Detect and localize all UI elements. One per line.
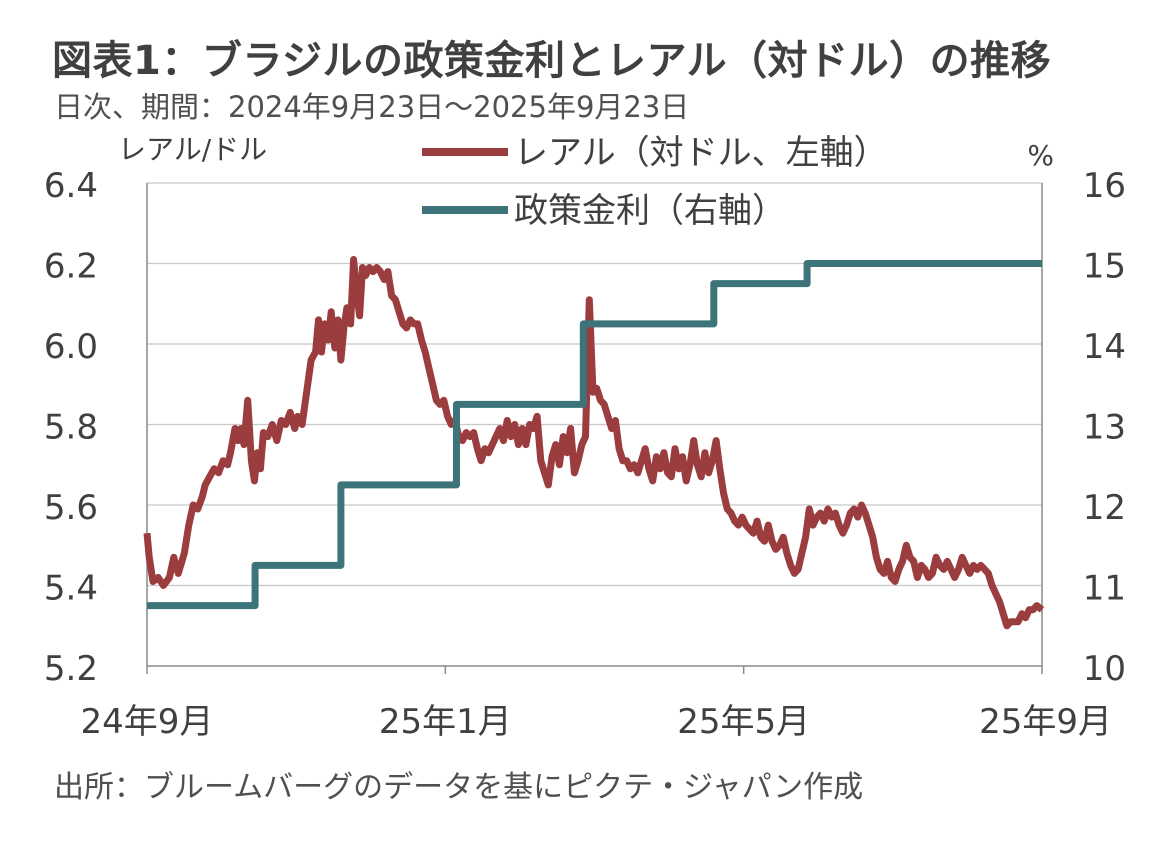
right-tick-label: 14 bbox=[1083, 327, 1126, 367]
left-tick-label: 5.6 bbox=[44, 488, 98, 528]
x-tick-label: 25年9月 bbox=[979, 702, 1112, 742]
source-note: 出所：ブルームバーグのデータを基にピクテ・ジャパン作成 bbox=[54, 770, 864, 805]
x-tick-label: 24年9月 bbox=[81, 702, 214, 742]
legend: レアル（対ドル、左軸） 政策金利（右軸） bbox=[422, 133, 888, 231]
axes: 5.2 5.4 5.6 5.8 6.0 6.2 6.4 10 11 12 13 14 15 16 24年9月… bbox=[44, 166, 1126, 742]
left-tick-label: 6.4 bbox=[44, 166, 98, 206]
right-tick-label: 12 bbox=[1083, 488, 1126, 528]
right-tick-label: 11 bbox=[1083, 569, 1126, 609]
gridlines bbox=[147, 182, 1042, 587]
series-lines bbox=[143, 256, 1045, 630]
real-series-line bbox=[143, 256, 1045, 630]
legend-label-policy-rate: 政策金利（右軸） bbox=[514, 191, 786, 231]
policy-rate-series-line bbox=[147, 260, 1042, 610]
left-tick-label: 5.4 bbox=[44, 569, 98, 609]
legend-label-real: レアル（対ドル、左軸） bbox=[514, 133, 888, 173]
right-tick-label: 15 bbox=[1083, 247, 1126, 287]
right-tick-label: 13 bbox=[1083, 408, 1126, 448]
x-tick-label: 25年5月 bbox=[677, 702, 810, 742]
chart-title: 図表1：ブラジルの政策金利とレアル（対ドル）の推移 bbox=[52, 38, 1052, 84]
left-tick-label: 5.2 bbox=[44, 649, 98, 689]
right-tick-label: 16 bbox=[1083, 166, 1126, 206]
left-tick-label: 6.2 bbox=[44, 247, 98, 287]
left-tick-label: 5.8 bbox=[44, 408, 98, 448]
left-axis-label: レアル/ドル bbox=[118, 133, 267, 166]
chart-subtitle: 日次、期間：2024年9月23日～2025年9月23日 bbox=[54, 90, 690, 124]
right-tick-label: 10 bbox=[1083, 649, 1126, 689]
chart-area: 5.2 5.4 5.6 5.8 6.0 6.2 6.4 10 11 12 13 14 15 16 24年9月… bbox=[44, 133, 1126, 742]
x-tick-label: 25年1月 bbox=[379, 702, 512, 742]
left-tick-label: 6.0 bbox=[44, 327, 98, 367]
right-axis-label: % bbox=[1027, 139, 1054, 172]
